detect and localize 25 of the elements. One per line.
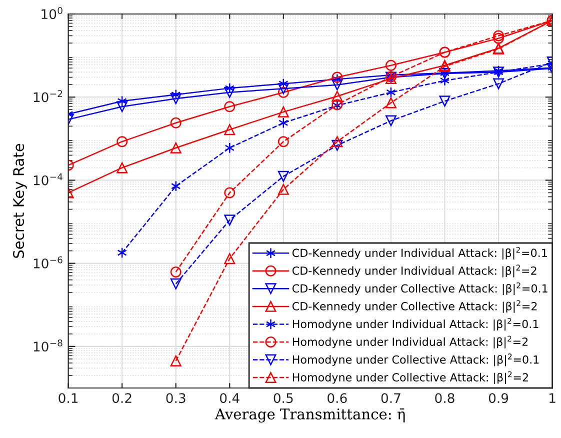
y-tick-label: 10$^{−6}$: [34, 256, 62, 268]
legend-label: Homodyne under Collective Attack: |β|$^{2}$=2: [292, 371, 528, 384]
y-tick-label: 10$^{−2}$: [34, 90, 62, 102]
legend-label: CD-Kennedy under Collective Attack: |β|$^{2}$=0.1: [292, 282, 548, 296]
x-tick-label: 0.2: [112, 393, 132, 404]
y-tick-label: 10$^{−4}$: [34, 173, 62, 186]
x-tick-label: 0.1: [58, 393, 78, 404]
x-tick-label: 0.7: [381, 393, 400, 404]
x-axis-title: Average Transmittance: η̄: [214, 408, 405, 423]
legend-label: CD-Kennedy under Individual Attack: |β|$^{2}$=2: [292, 264, 536, 278]
x-tick-label: 1: [550, 393, 556, 403]
legend-label: Homodyne under Individual Attack: |β|$^{2}$=0.1: [292, 318, 538, 331]
x-tick-label: 0.4: [220, 393, 240, 404]
x-tick-label: 0.6: [328, 393, 347, 404]
legend-label: CD-Kennedy under Individual Attack: |β|$^{2}$=0.1: [292, 246, 547, 260]
y-tick-label: 10$^{−8}$: [34, 339, 62, 352]
x-tick-label: 0.9: [488, 393, 508, 404]
legend-label: Homodyne under Collective Attack: |β|$^{2}$=0.1: [292, 354, 539, 366]
legend-label: Homodyne under Individual Attack: |β|$^{2}$=2: [292, 336, 528, 348]
legend-label: CD-Kennedy under Collective Attack: |β|$^{2}$=2: [292, 300, 537, 313]
x-tick-label: 0.5: [274, 393, 293, 404]
x-tick-label: 0.8: [435, 393, 454, 404]
y-axis-title: Secret Key Rate: [13, 144, 27, 258]
x-tick-label: 0.3: [166, 393, 186, 404]
y-tick-label: 10$^{0}$: [42, 7, 62, 20]
